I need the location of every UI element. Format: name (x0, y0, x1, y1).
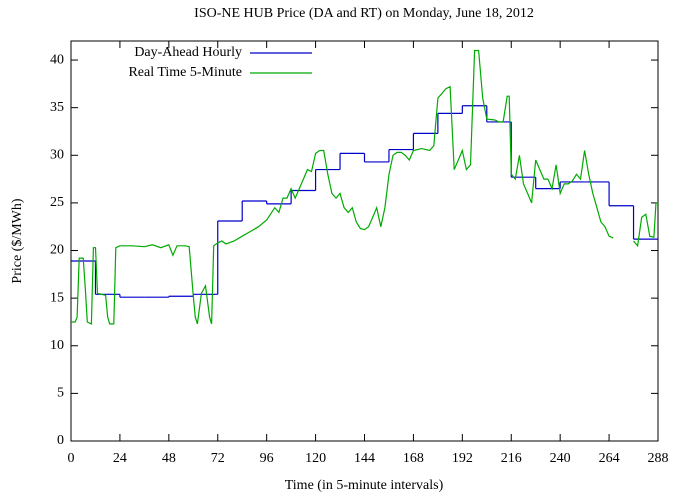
x-tick-label: 264 (599, 451, 620, 466)
x-tick-label: 48 (162, 451, 176, 466)
y-tick-label: 40 (50, 52, 64, 67)
y-tick-label: 15 (50, 290, 64, 305)
x-tick-label: 240 (550, 451, 571, 466)
legend-label: Real Time 5-Minute (128, 65, 242, 80)
x-axis-label: Time (in 5-minute intervals) (285, 478, 444, 493)
y-tick-label: 10 (50, 338, 64, 353)
x-tick-label: 72 (211, 451, 225, 466)
plot-frame (70, 40, 659, 442)
y-tick-label: 5 (57, 386, 64, 401)
x-tick-label: 24 (113, 451, 127, 466)
x-tick-label: 120 (305, 451, 326, 466)
x-tick-label: 0 (68, 451, 75, 466)
x-tick-label: 144 (354, 451, 375, 466)
x-tick-label: 288 (648, 451, 669, 466)
y-tick-label: 0 (57, 433, 64, 448)
x-tick-label: 216 (501, 451, 522, 466)
legend-label: Day-Ahead Hourly (134, 45, 242, 60)
y-tick-label: 20 (50, 243, 64, 258)
y-axis-label: Price ($/MWh) (10, 198, 25, 283)
x-tick-label: 192 (452, 451, 473, 466)
chart-title: ISO-NE HUB Price (DA and RT) on Monday, … (194, 6, 534, 21)
y-tick-label: 35 (50, 100, 64, 115)
rt-line (71, 49, 658, 325)
y-tick-label: 30 (50, 148, 64, 163)
x-tick-label: 96 (260, 451, 274, 466)
x-tick-label: 168 (403, 451, 424, 466)
y-tick-label: 25 (50, 195, 64, 210)
